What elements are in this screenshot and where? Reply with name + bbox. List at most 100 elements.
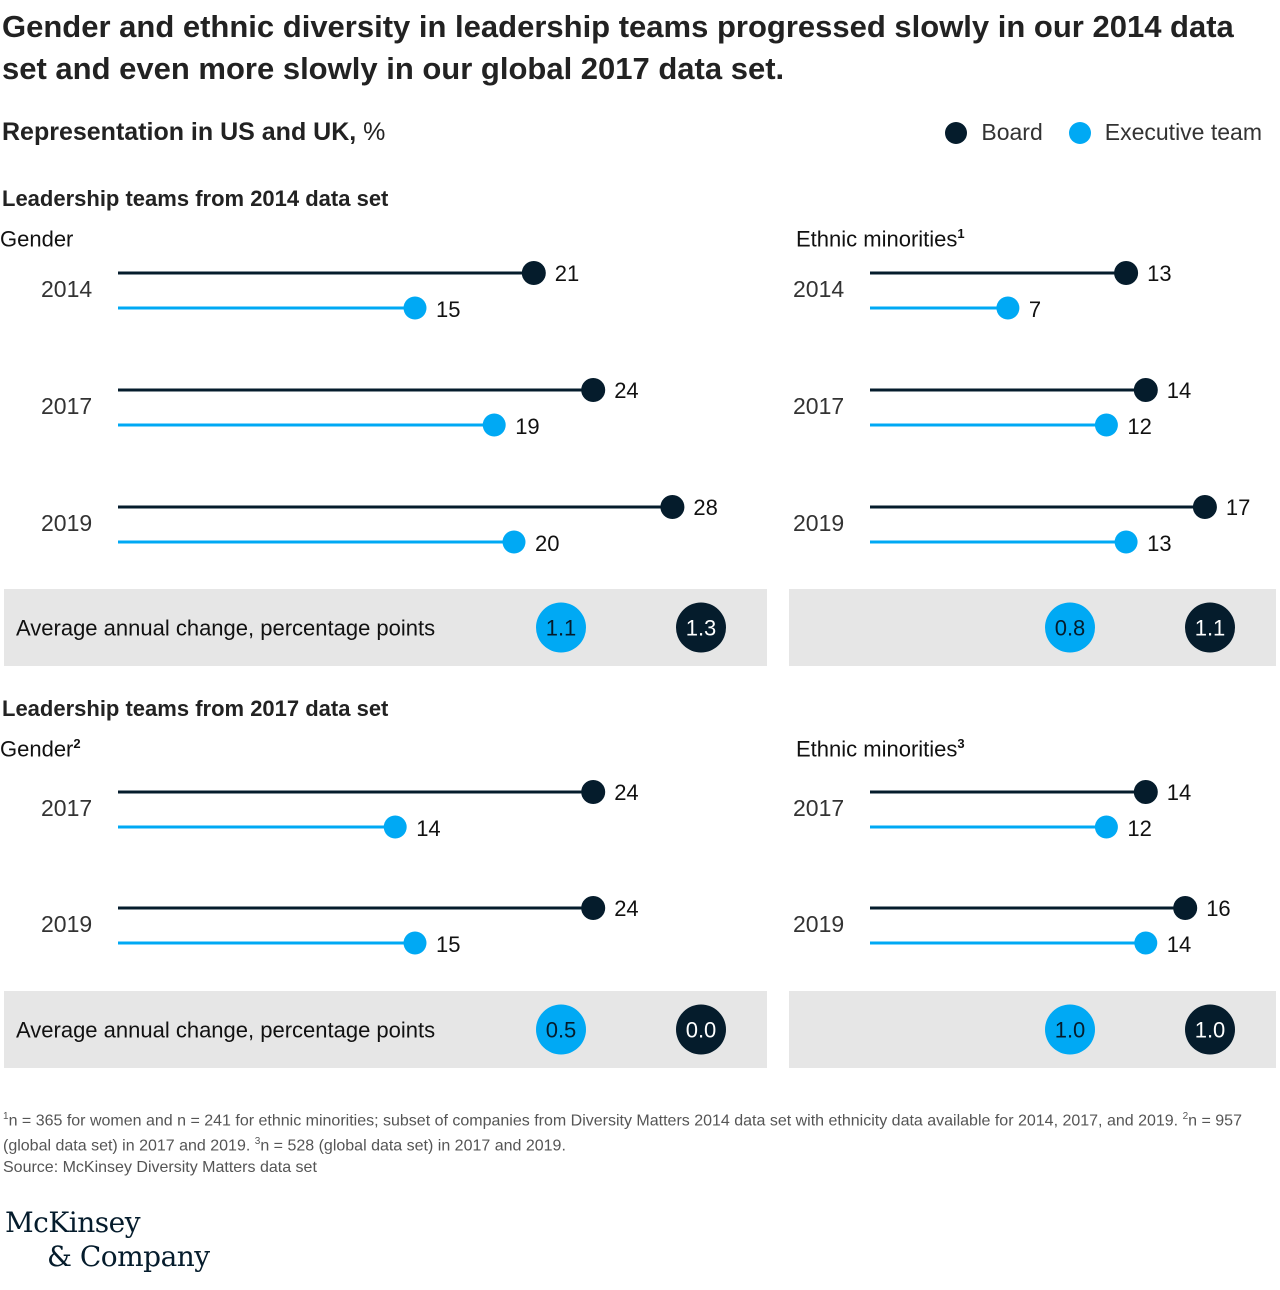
executive-value-label: 13 [1147, 531, 1171, 556]
executive-value-label: 12 [1127, 816, 1151, 841]
board-dot [581, 780, 606, 804]
avg-change-board-badge [1185, 602, 1235, 653]
panel-label-sup: 2 [73, 736, 81, 751]
executive-dot [996, 296, 1020, 320]
avg-change-executive-badge [536, 1004, 586, 1055]
panel-label-gender-2017: Gender2 [0, 736, 81, 762]
avg-change-board-value: 1.3 [686, 616, 717, 641]
avg-change-board-badge [676, 602, 726, 653]
avg-change-band [4, 589, 767, 666]
board-dot [1173, 896, 1198, 920]
board-value-label: 13 [1147, 261, 1171, 286]
executive-value-label: 12 [1127, 414, 1151, 439]
legend-item-executive: Executive team [1068, 119, 1262, 146]
avg-change-executive-badge [1045, 602, 1095, 653]
subtitle-main: Representation in US and UK, [2, 118, 357, 146]
panel-label-sup: 1 [957, 226, 965, 241]
executive-dot [1114, 530, 1138, 554]
footnote-2: n = 957 (global data set) in 2017 and 20… [3, 1112, 1242, 1155]
executive-dot [1134, 931, 1158, 955]
year-label: 2014 [41, 276, 92, 302]
executive-value-label: 14 [1167, 932, 1191, 957]
avg-change-band [4, 991, 767, 1068]
board-dot-icon [945, 121, 968, 144]
avg-change-label: Average annual change, percentage points [16, 1018, 435, 1043]
chart-subtitle: Representation in US and UK, % [2, 118, 385, 147]
board-dot [581, 378, 606, 402]
panel-label-text: Gender [0, 226, 74, 252]
board-value-label: 16 [1206, 896, 1230, 921]
board-dot [521, 261, 546, 285]
board-value-label: 24 [614, 780, 638, 805]
board-value-label: 21 [555, 261, 579, 286]
executive-value-label: 14 [416, 816, 440, 841]
year-label: 2019 [793, 911, 844, 937]
panel-label-text: Gender [0, 736, 74, 762]
avg-change-executive-value: 1.0 [1055, 1018, 1086, 1043]
year-label: 2014 [793, 276, 844, 302]
panel-label-ethnic-2017: Ethnic minorities3 [796, 736, 965, 762]
avg-change-executive-badge [536, 602, 586, 653]
board-dot [660, 495, 685, 519]
avg-change-executive-value: 1.1 [546, 616, 577, 641]
footnote-notes: 1n = 365 for women and n = 241 for ethni… [3, 1111, 1242, 1155]
year-label: 2017 [793, 393, 844, 419]
avg-change-board-badge [676, 1004, 726, 1055]
panel-label-ethnic-2014: Ethnic minorities1 [796, 226, 965, 252]
year-label: 2019 [793, 510, 844, 536]
board-dot [1133, 780, 1158, 804]
executive-dot [1094, 815, 1118, 839]
board-value-label: 14 [1167, 378, 1191, 403]
executive-value-label: 15 [436, 297, 460, 322]
executive-dot [383, 815, 407, 839]
executive-dot-icon [1068, 121, 1091, 144]
chart-title: Gender and ethnic diversity in leadershi… [2, 9, 1234, 86]
avg-change-board-value: 1.0 [1195, 1018, 1226, 1043]
legend-executive-label: Executive team [1104, 119, 1262, 145]
executive-value-label: 19 [515, 414, 539, 439]
lollipop-charts: 2014 21 15 2017 24 19 2019 28 20 Average annual c… [4, 261, 1276, 1068]
footnotes: 1n = 365 for women and n = 241 for ethni… [3, 1106, 1268, 1178]
legend: Board Executive team [945, 119, 1262, 146]
avg-change-label: Average annual change, percentage points [16, 616, 435, 641]
subtitle-unit: % [363, 118, 386, 146]
panel-label-text: Ethnic minorities [796, 736, 958, 762]
board-value-label: 17 [1226, 495, 1250, 520]
board-value-label: 24 [614, 896, 638, 921]
executive-value-label: 20 [535, 531, 559, 556]
executive-value-label: 7 [1029, 297, 1041, 322]
footnote-1: n = 365 for women and n = 241 for ethnic… [8, 1112, 1179, 1130]
executive-value-label: 15 [436, 932, 460, 957]
section-title-2014: Leadership teams from 2014 data set [2, 186, 389, 211]
avg-change-executive-badge [1045, 1004, 1095, 1055]
avg-change-board-badge [1185, 1004, 1235, 1055]
executive-dot [1094, 413, 1118, 437]
executive-dot [502, 530, 526, 554]
logo-line-1: McKinsey [5, 1206, 141, 1239]
panel-label-gender-2014: Gender [0, 226, 73, 252]
legend-board-label: Board [981, 119, 1043, 145]
board-value-label: 24 [614, 378, 638, 403]
board-dot [1133, 378, 1158, 402]
avg-change-executive-value: 0.5 [546, 1018, 577, 1043]
footnote-3: n = 528 (global data set) in 2017 and 20… [260, 1137, 566, 1155]
executive-dot [403, 296, 427, 320]
avg-change-executive-value: 0.8 [1055, 616, 1086, 641]
footnote-source: Source: McKinsey Diversity Matters data … [3, 1158, 317, 1176]
legend-item-board: Board [945, 119, 1043, 146]
year-label: 2019 [41, 911, 92, 937]
year-label: 2017 [41, 393, 92, 419]
board-dot [581, 896, 606, 920]
year-label: 2019 [41, 510, 92, 536]
section-title-2017: Leadership teams from 2017 data set [2, 696, 389, 721]
executive-dot [403, 931, 427, 955]
year-label: 2017 [41, 795, 92, 821]
executive-dot [482, 413, 506, 437]
panel-label-sup: 3 [957, 736, 965, 751]
board-dot [1114, 261, 1139, 285]
logo-line-2: & Company [47, 1240, 210, 1273]
mckinsey-logo: McKinsey & Company [5, 1206, 210, 1274]
board-value-label: 28 [693, 495, 717, 520]
avg-change-board-value: 1.1 [1195, 616, 1226, 641]
panel-label-text: Ethnic minorities [796, 226, 958, 252]
